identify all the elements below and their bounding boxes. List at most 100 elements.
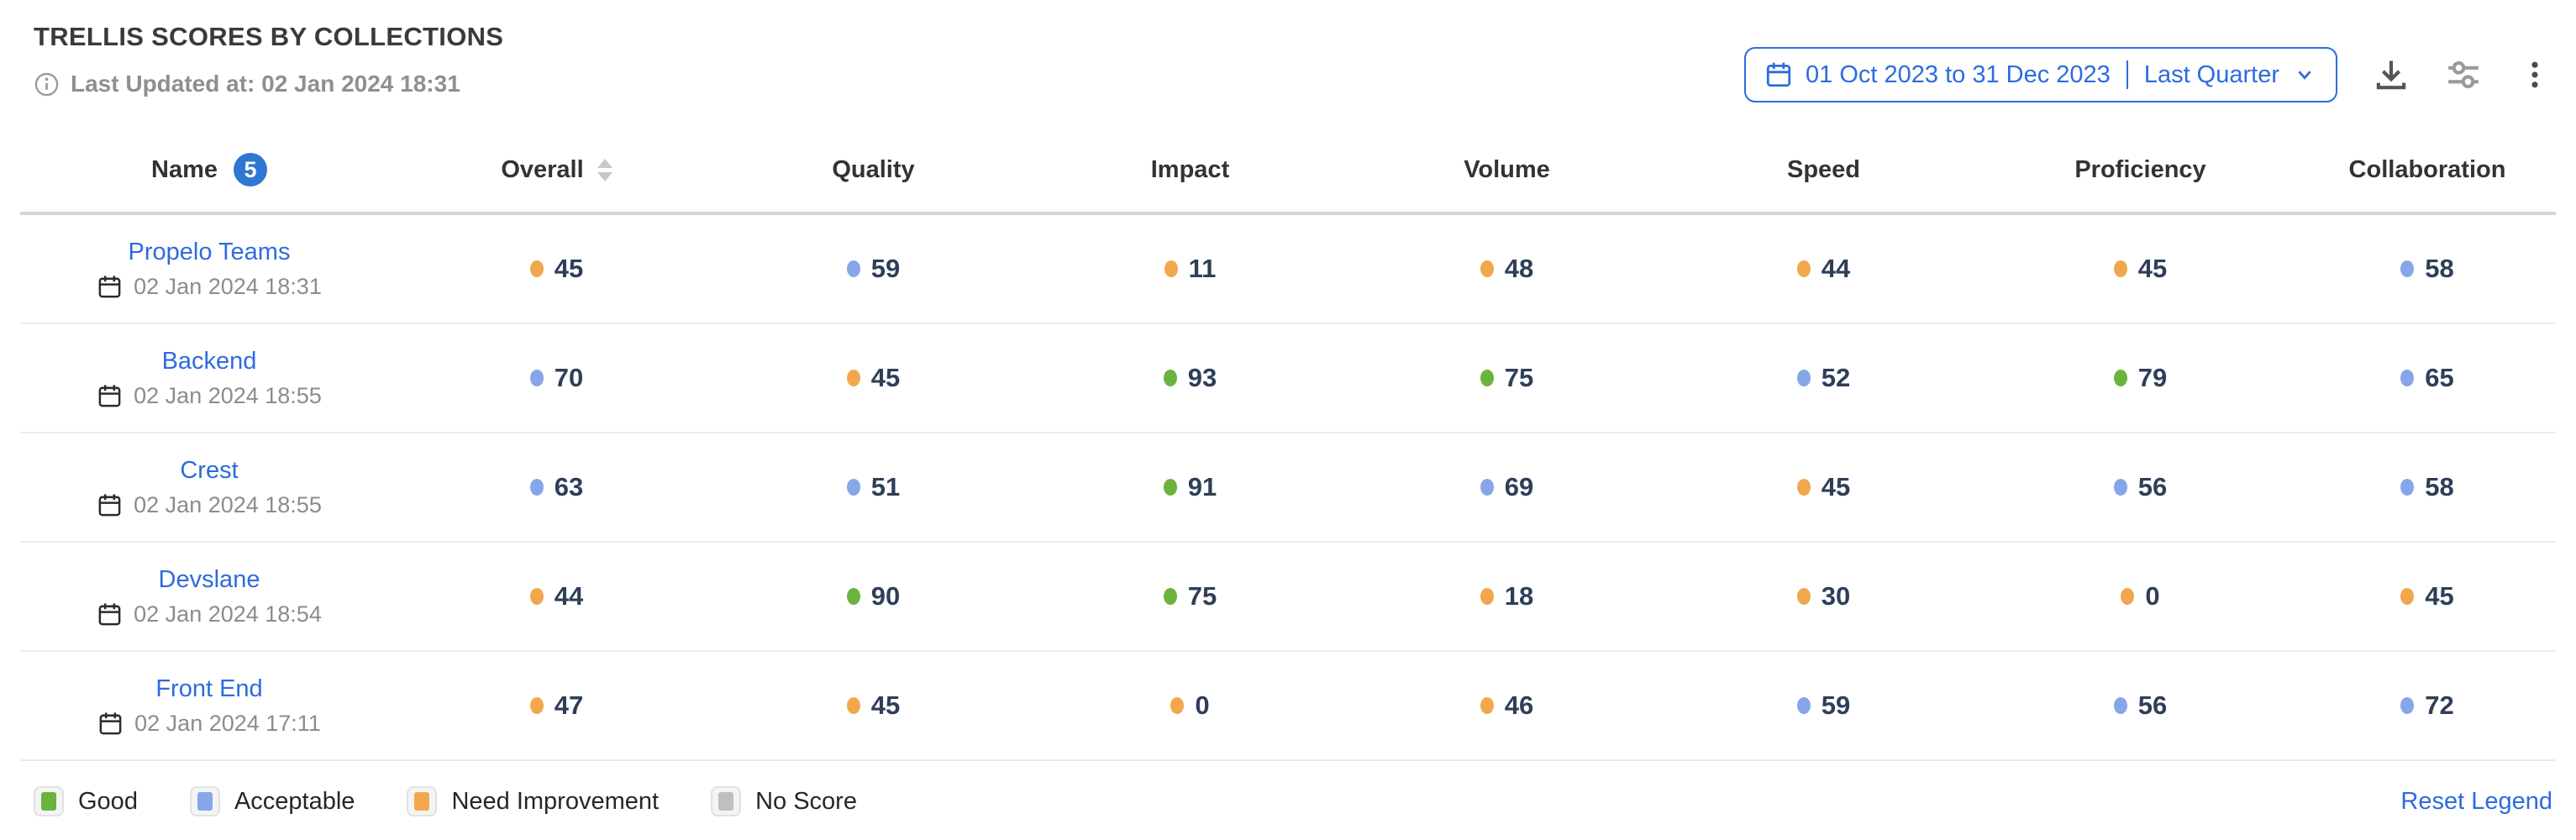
- name-cell: Devslane 02 Jan 2024 18:54: [20, 566, 398, 627]
- date-preset-text: Last Quarter: [2143, 60, 2279, 88]
- collection-link[interactable]: Crest: [180, 456, 239, 484]
- table-row: Front End 02 Jan 2024 17:11 47 45 0 46 5…: [20, 652, 2556, 761]
- widget-title-block: TRELLIS SCORES BY COLLECTIONS Last Updat…: [34, 22, 503, 97]
- score-dot: [2400, 588, 2415, 605]
- column-label: Quality: [832, 155, 915, 183]
- legend-bar: Good Acceptable Need Improvement No Scor…: [0, 761, 2576, 816]
- score-cell-quality: 90: [715, 581, 1032, 612]
- legend-swatch: [711, 786, 742, 816]
- download-button[interactable]: [2373, 56, 2410, 93]
- score-dot: [846, 588, 860, 605]
- kebab-menu-button[interactable]: [2517, 57, 2552, 92]
- legend-label: Good: [78, 787, 138, 815]
- row-timestamp: 02 Jan 2024 18:55: [97, 383, 322, 409]
- score-value: 79: [2137, 363, 2168, 392]
- score-cell-overall: 44: [398, 581, 715, 612]
- score-cell-impact: 93: [1032, 363, 1348, 393]
- score-value: 48: [1504, 254, 1534, 283]
- row-timestamp: 02 Jan 2024 18:55: [97, 492, 322, 518]
- column-header-impact[interactable]: Impact: [1032, 156, 1348, 184]
- chevron-down-icon: [2292, 62, 2317, 87]
- row-timestamp: 02 Jan 2024 18:54: [97, 601, 322, 627]
- score-cell-impact: 11: [1032, 254, 1348, 284]
- row-timestamp: 02 Jan 2024 17:11: [97, 711, 321, 737]
- table-row: Propelo Teams 02 Jan 2024 18:31 45 59 11…: [20, 215, 2556, 324]
- row-date-text: 02 Jan 2024 18:54: [134, 601, 322, 627]
- widget-settings-button[interactable]: [2445, 56, 2482, 93]
- table-row: Crest 02 Jan 2024 18:55 63 51 91 69 45 5…: [20, 433, 2556, 543]
- score-dot: [1796, 260, 1811, 277]
- score-cell-overall: 70: [398, 363, 715, 393]
- reset-legend-link[interactable]: Reset Legend: [2400, 787, 2552, 815]
- score-cell-speed: 52: [1665, 363, 1982, 393]
- score-cell-quality: 59: [715, 254, 1032, 284]
- score-dot: [846, 479, 860, 496]
- score-cell-volume: 18: [1348, 581, 1665, 612]
- score-dot: [529, 697, 544, 714]
- score-value: 51: [870, 472, 901, 501]
- score-cell-proficiency: 79: [1982, 363, 2299, 393]
- score-value: 44: [1821, 254, 1851, 283]
- column-header-overall[interactable]: Overall: [398, 156, 715, 184]
- score-cell-volume: 69: [1348, 472, 1665, 502]
- score-dot: [2400, 260, 2415, 277]
- collection-link[interactable]: Backend: [161, 347, 257, 375]
- legend-item-no-score[interactable]: No Score: [711, 786, 857, 816]
- name-cell: Front End 02 Jan 2024 17:11: [20, 675, 398, 737]
- collection-link[interactable]: Front End: [155, 675, 263, 702]
- column-header-name[interactable]: Name 5: [20, 153, 398, 186]
- widget-header: TRELLIS SCORES BY COLLECTIONS Last Updat…: [0, 0, 2576, 128]
- column-header-volume[interactable]: Volume: [1348, 156, 1665, 184]
- score-dot: [846, 697, 860, 714]
- score-cell-impact: 0: [1032, 690, 1348, 721]
- score-cell-overall: 63: [398, 472, 715, 502]
- collection-link[interactable]: Devslane: [158, 565, 260, 593]
- legend-swatch: [407, 786, 438, 816]
- info-icon: [34, 71, 60, 97]
- sort-icon[interactable]: [597, 158, 612, 181]
- legend-label: Acceptable: [234, 787, 355, 815]
- score-dot: [1170, 697, 1185, 714]
- row-timestamp: 02 Jan 2024 18:31: [97, 274, 322, 300]
- column-header-speed[interactable]: Speed: [1665, 156, 1982, 184]
- score-dot: [1480, 588, 1494, 605]
- date-range-button[interactable]: 01 Oct 2023 to 31 Dec 2023 Last Quarter: [1744, 47, 2337, 102]
- score-dot: [846, 370, 860, 386]
- score-cell-volume: 48: [1348, 254, 1665, 284]
- column-label: Speed: [1786, 155, 1861, 183]
- score-cell-collaboration: 58: [2299, 254, 2556, 284]
- legend-item-acceptable[interactable]: Acceptable: [189, 786, 355, 816]
- legend-item-need-improvement[interactable]: Need Improvement: [407, 786, 659, 816]
- column-label: Name: [151, 155, 218, 183]
- score-dot: [2113, 697, 2127, 714]
- score-value: 47: [554, 690, 584, 720]
- score-value: 45: [870, 690, 901, 720]
- score-dot: [2400, 697, 2415, 714]
- score-value: 30: [1821, 581, 1851, 611]
- score-value: 59: [870, 254, 901, 283]
- score-value: 69: [1504, 472, 1534, 501]
- calendar-icon: [97, 492, 123, 518]
- score-dot: [2400, 479, 2415, 496]
- column-header-quality[interactable]: Quality: [715, 156, 1032, 184]
- legend-item-good[interactable]: Good: [34, 786, 138, 816]
- legend-swatch: [34, 786, 64, 816]
- score-dot: [1164, 260, 1178, 277]
- legend-swatch: [189, 786, 220, 816]
- column-header-collaboration[interactable]: Collaboration: [2299, 156, 2556, 184]
- sliders-icon: [2445, 56, 2482, 93]
- score-cell-collaboration: 65: [2299, 363, 2556, 393]
- score-dot: [1796, 479, 1811, 496]
- calendar-icon: [97, 601, 123, 627]
- table-row: Backend 02 Jan 2024 18:55 70 45 93 75 52…: [20, 324, 2556, 433]
- collection-link[interactable]: Propelo Teams: [128, 238, 291, 265]
- score-dot: [2113, 370, 2127, 386]
- score-dot: [2113, 260, 2127, 277]
- column-header-proficiency[interactable]: Proficiency: [1982, 156, 2299, 184]
- last-updated-text: Last Updated at: 02 Jan 2024 18:31: [71, 71, 460, 97]
- scores-table: Name 5 Overall Quality Impact Volume Spe…: [20, 128, 2556, 761]
- score-value: 46: [1504, 690, 1534, 720]
- score-dot: [1163, 479, 1177, 496]
- score-value: 18: [1504, 581, 1534, 611]
- score-cell-collaboration: 72: [2299, 690, 2556, 721]
